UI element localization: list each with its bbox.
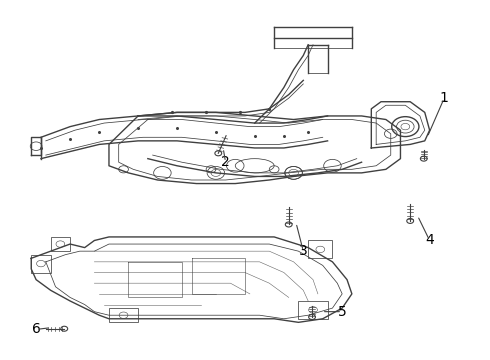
Text: 6: 6 — [32, 323, 41, 337]
Text: 3: 3 — [299, 244, 308, 258]
Text: 5: 5 — [338, 305, 346, 319]
Text: 1: 1 — [440, 91, 449, 105]
Text: 4: 4 — [425, 234, 434, 247]
Text: 2: 2 — [221, 155, 230, 169]
